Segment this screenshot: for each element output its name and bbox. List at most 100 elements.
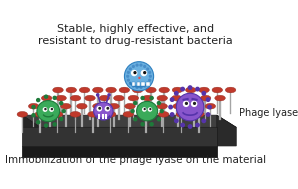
- Bar: [198, 115, 200, 133]
- Bar: [150, 91, 152, 114]
- Ellipse shape: [189, 103, 200, 109]
- Ellipse shape: [77, 103, 87, 109]
- Circle shape: [206, 97, 210, 102]
- Ellipse shape: [105, 112, 116, 117]
- Circle shape: [148, 78, 151, 82]
- Ellipse shape: [52, 112, 63, 117]
- Ellipse shape: [136, 101, 158, 121]
- Ellipse shape: [157, 95, 167, 101]
- Circle shape: [195, 87, 200, 91]
- Bar: [136, 82, 140, 86]
- Ellipse shape: [56, 95, 66, 101]
- Ellipse shape: [17, 112, 28, 117]
- Bar: [177, 107, 179, 126]
- Bar: [110, 91, 112, 114]
- Bar: [97, 107, 99, 126]
- Ellipse shape: [142, 95, 153, 101]
- Bar: [97, 91, 99, 114]
- Bar: [57, 91, 59, 114]
- Circle shape: [132, 84, 135, 88]
- Ellipse shape: [176, 112, 187, 117]
- Circle shape: [207, 105, 212, 109]
- Circle shape: [143, 65, 146, 68]
- Ellipse shape: [70, 95, 81, 101]
- Bar: [137, 91, 139, 114]
- Circle shape: [59, 117, 63, 121]
- Ellipse shape: [60, 103, 71, 109]
- Circle shape: [159, 109, 164, 113]
- Circle shape: [141, 70, 147, 76]
- Circle shape: [51, 108, 53, 110]
- Circle shape: [97, 106, 102, 112]
- Circle shape: [138, 77, 141, 79]
- Circle shape: [149, 108, 151, 110]
- Ellipse shape: [93, 103, 103, 109]
- Circle shape: [188, 85, 193, 90]
- Bar: [46, 99, 47, 120]
- Circle shape: [188, 124, 193, 129]
- Text: Stable, highly effective, and
resistant to drug-resistant bacteria: Stable, highly effective, and resistant …: [38, 24, 233, 46]
- Ellipse shape: [212, 87, 223, 93]
- Circle shape: [127, 71, 130, 74]
- Circle shape: [133, 71, 136, 74]
- Polygon shape: [22, 146, 217, 157]
- Bar: [33, 107, 35, 126]
- Bar: [110, 115, 111, 133]
- Ellipse shape: [186, 95, 196, 101]
- Ellipse shape: [215, 95, 225, 101]
- Circle shape: [185, 102, 188, 105]
- Bar: [124, 91, 125, 114]
- Circle shape: [144, 108, 146, 110]
- Bar: [205, 99, 207, 120]
- Ellipse shape: [79, 87, 90, 93]
- Ellipse shape: [185, 87, 196, 93]
- Ellipse shape: [66, 87, 77, 93]
- Bar: [147, 99, 149, 120]
- Bar: [49, 107, 51, 126]
- Bar: [230, 91, 232, 114]
- Circle shape: [135, 64, 139, 67]
- Bar: [181, 115, 182, 133]
- Circle shape: [43, 107, 47, 112]
- Bar: [81, 107, 83, 126]
- Ellipse shape: [225, 87, 236, 93]
- Ellipse shape: [205, 103, 215, 109]
- Bar: [209, 107, 211, 126]
- Bar: [190, 91, 192, 114]
- Circle shape: [170, 97, 175, 102]
- Circle shape: [139, 86, 143, 89]
- Circle shape: [133, 117, 138, 122]
- Circle shape: [146, 67, 149, 71]
- Ellipse shape: [70, 112, 80, 117]
- Ellipse shape: [44, 103, 55, 109]
- Circle shape: [140, 96, 145, 100]
- Circle shape: [126, 75, 129, 78]
- Circle shape: [201, 118, 206, 123]
- Circle shape: [148, 107, 152, 112]
- Ellipse shape: [119, 87, 130, 93]
- Ellipse shape: [146, 87, 156, 93]
- Circle shape: [31, 113, 36, 117]
- Circle shape: [191, 101, 197, 107]
- Ellipse shape: [94, 102, 113, 120]
- Circle shape: [49, 107, 54, 112]
- Ellipse shape: [141, 103, 151, 109]
- Bar: [219, 99, 221, 120]
- Circle shape: [130, 109, 135, 113]
- Circle shape: [148, 71, 151, 74]
- Bar: [145, 115, 147, 133]
- Circle shape: [176, 93, 204, 121]
- Ellipse shape: [85, 95, 95, 101]
- Circle shape: [129, 82, 132, 85]
- Circle shape: [170, 112, 175, 117]
- Circle shape: [98, 107, 101, 110]
- Bar: [57, 115, 58, 133]
- Bar: [128, 115, 129, 133]
- Ellipse shape: [41, 95, 52, 101]
- Ellipse shape: [123, 112, 134, 117]
- Ellipse shape: [125, 103, 135, 109]
- Text: Phage lyase: Phage lyase: [239, 108, 298, 118]
- Bar: [75, 99, 76, 120]
- Circle shape: [149, 122, 154, 126]
- Circle shape: [44, 94, 48, 99]
